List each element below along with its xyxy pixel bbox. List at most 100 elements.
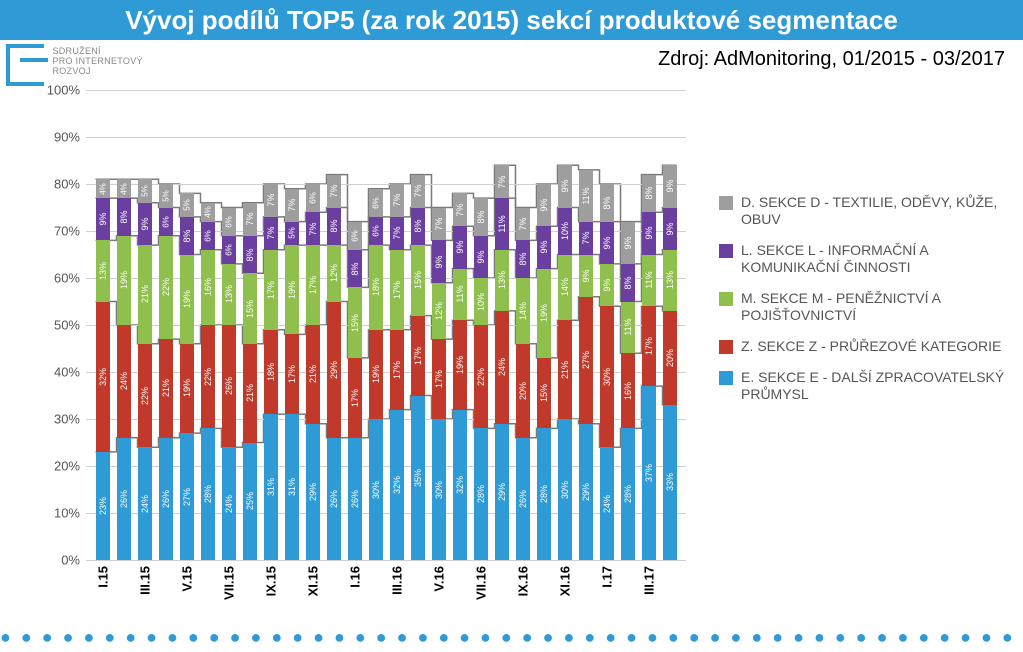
bar-segment-D: 7%: [453, 193, 467, 226]
legend-item-M: M. SEKCE M - PENĚŽNICTVÍ A POJIŠŤOVNICTV…: [719, 290, 1009, 324]
bar-segment-E: 33%: [663, 405, 677, 560]
segment-value: 8%: [476, 210, 486, 223]
segment-value: 15%: [245, 300, 255, 318]
segment-value: 24%: [224, 495, 234, 513]
bar-segment-E: 35%: [411, 396, 425, 561]
segment-value: 9%: [140, 217, 150, 230]
bar-segment-Z: 20%: [516, 344, 530, 438]
segment-value: 29%: [308, 483, 318, 501]
segment-value: 18%: [371, 278, 381, 296]
x-tick-label: IX.16: [515, 566, 530, 596]
segment-value: 21%: [161, 379, 171, 397]
bar-segment-D: 4%: [96, 179, 110, 198]
bar-segment-M: 19%: [285, 245, 299, 334]
y-tick-label: 10%: [54, 506, 80, 521]
bar-segment-D: 8%: [474, 198, 488, 236]
segment-value: 7%: [392, 227, 402, 240]
segment-value: 29%: [581, 483, 591, 501]
segment-value: 26%: [518, 490, 528, 508]
bar-segment-M: 15%: [411, 245, 425, 316]
x-tick-label: VII.15: [221, 566, 236, 600]
segment-value: 19%: [182, 379, 192, 397]
y-axis: 0%10%20%30%40%50%60%70%80%90%100%: [36, 90, 86, 560]
segment-value: 26%: [224, 377, 234, 395]
segment-value: 8%: [119, 210, 129, 223]
segment-value: 8%: [182, 229, 192, 242]
bar-segment-E: 23%: [96, 452, 110, 560]
segment-value: 9%: [602, 279, 612, 292]
segment-value: 9%: [602, 236, 612, 249]
segment-value: 22%: [476, 368, 486, 386]
segment-value: 7%: [329, 185, 339, 198]
chart-title: Vývoj podílů TOP5 (za rok 2015) sekcí pr…: [0, 0, 1023, 40]
bar-segment-E: 26%: [159, 438, 173, 560]
logo-mark: [6, 44, 44, 86]
segment-value: 11%: [497, 215, 507, 232]
segment-value: 30%: [602, 368, 612, 386]
bar-segment-M: 19%: [537, 269, 551, 358]
legend-item-Z: Z. SEKCE Z - PRŮŘEZOVÉ KATEGORIE: [719, 338, 1009, 355]
bar-segment-Z: 16%: [621, 353, 635, 428]
bar-segment-L: 8%: [348, 250, 362, 288]
bar-segment-L: 9%: [474, 236, 488, 278]
segment-value: 5%: [287, 228, 296, 240]
x-tick-label: I.15: [95, 566, 110, 588]
bar-segment-D: 7%: [264, 184, 278, 217]
segment-value: 21%: [140, 285, 150, 303]
segment-value: 7%: [266, 227, 276, 240]
x-tick-label: XI.16: [557, 566, 572, 596]
bar-segment-M: 13%: [222, 264, 236, 325]
segment-value: 19%: [455, 356, 465, 374]
bar-segment-D: 8%: [642, 175, 656, 213]
bar-segment-L: 7%: [306, 212, 320, 245]
segment-value: 4%: [119, 183, 128, 195]
segment-value: 13%: [224, 285, 234, 303]
segment-value: 10%: [476, 292, 486, 310]
segment-value: 15%: [413, 271, 423, 289]
bar-segment-E: 28%: [474, 428, 488, 560]
bar-segment-D: 4%: [201, 203, 215, 222]
segment-value: 6%: [203, 230, 212, 242]
bar-segment-L: 9%: [600, 222, 614, 264]
legend-label: M. SEKCE M - PENĚŽNICTVÍ A POJIŠŤOVNICTV…: [741, 290, 1009, 324]
bar-segment-Z: 22%: [138, 344, 152, 447]
bar-segment-M: 15%: [348, 287, 362, 358]
segment-value: 26%: [161, 490, 171, 508]
bar-segment-L: 6%: [222, 236, 236, 264]
bar-segment-L: 8%: [243, 236, 257, 274]
bar-segment-L: 9%: [453, 226, 467, 268]
segment-value: 19%: [182, 290, 192, 308]
bar-segment-E: 32%: [390, 410, 404, 560]
segment-value: 8%: [644, 187, 654, 200]
y-tick-label: 0%: [61, 553, 80, 568]
segment-value: 8%: [245, 248, 255, 261]
bar-segment-D: 7%: [432, 208, 446, 241]
gridline: [86, 278, 686, 279]
bar-segment-E: 30%: [558, 419, 572, 560]
segment-value: 19%: [287, 281, 297, 299]
bar-segment-D: 7%: [327, 175, 341, 208]
segment-value: 9%: [455, 241, 465, 254]
segment-value: 8%: [413, 220, 423, 233]
y-tick-label: 60%: [54, 271, 80, 286]
bar-segment-D: 7%: [243, 203, 257, 236]
bar-segment-L: 8%: [327, 208, 341, 246]
gridline: [86, 372, 686, 373]
x-tick-label: XI.15: [305, 566, 320, 596]
chart-area: 0%10%20%30%40%50%60%70%80%90%100% 23%32%…: [36, 90, 706, 560]
segment-value: 23%: [98, 497, 108, 515]
gridline: [86, 419, 686, 420]
legend-label: Z. SEKCE Z - PRŮŘEZOVÉ KATEGORIE: [741, 338, 1001, 355]
bar-segment-Z: 24%: [495, 311, 509, 424]
bar-segment-D: 9%: [663, 165, 677, 207]
y-tick-label: 70%: [54, 224, 80, 239]
bar-segment-E: 31%: [285, 414, 299, 560]
bar-segment-D: 6%: [222, 208, 236, 236]
bar-segment-D: 7%: [516, 208, 530, 241]
bar-segment-Z: 24%: [117, 325, 131, 438]
bar-segment-E: 24%: [600, 447, 614, 560]
bar-segment-M: 14%: [558, 255, 572, 321]
segment-value: 26%: [119, 490, 129, 508]
segment-value: 6%: [161, 216, 170, 228]
x-tick-label: I.17: [599, 566, 614, 588]
